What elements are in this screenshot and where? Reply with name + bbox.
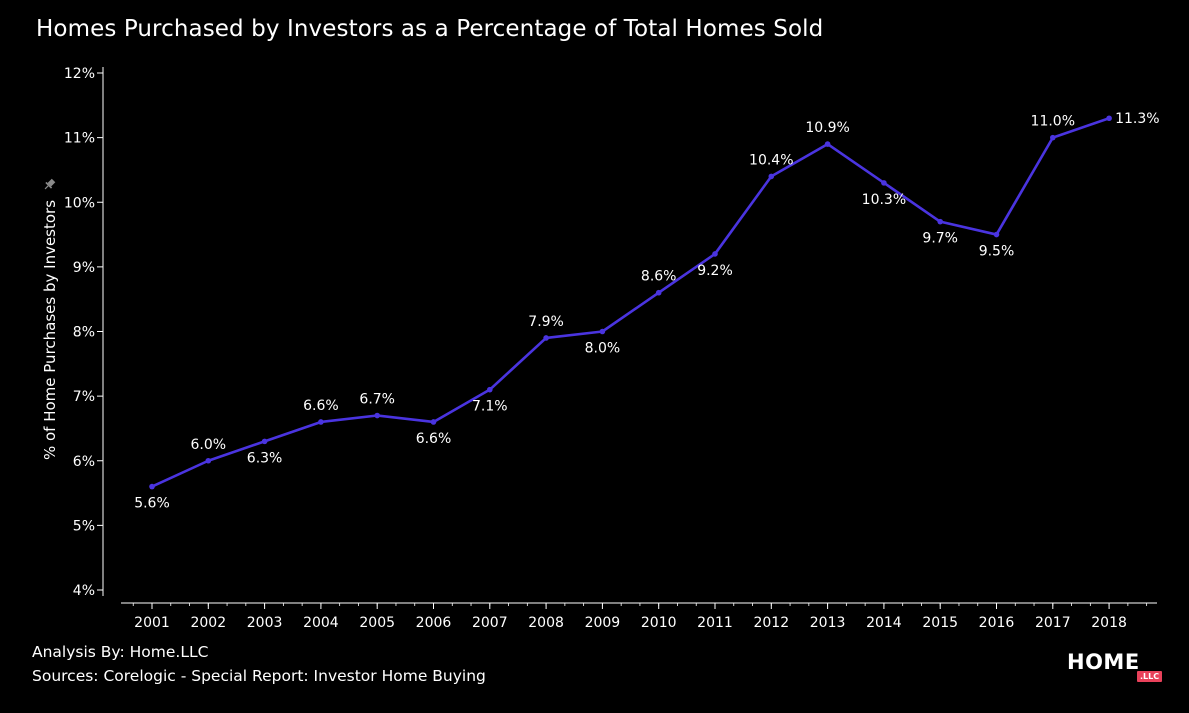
x-tick-label: 2007 bbox=[472, 615, 508, 631]
data-label: 7.9% bbox=[528, 314, 564, 330]
chart-title: Homes Purchased by Investors as a Percen… bbox=[36, 16, 824, 42]
data-label: 6.6% bbox=[416, 431, 452, 447]
data-label: 6.0% bbox=[191, 437, 227, 453]
x-tick-label: 2015 bbox=[922, 615, 958, 631]
x-tick-label: 2012 bbox=[753, 615, 789, 631]
data-point bbox=[824, 141, 831, 147]
series-line bbox=[151, 117, 1110, 488]
data-point bbox=[993, 231, 1000, 238]
data-label: 5.6% bbox=[134, 496, 170, 512]
y-tick-label: 7% bbox=[73, 389, 95, 405]
data-label: 6.3% bbox=[247, 450, 283, 466]
data-label: 10.3% bbox=[862, 192, 906, 208]
data-point bbox=[487, 386, 493, 393]
y-tick-label: 4% bbox=[73, 583, 95, 599]
x-tick-label: 2010 bbox=[641, 615, 677, 631]
x-tick-label: 2001 bbox=[134, 615, 170, 631]
chart-axes: 4% 5% 6% 7% 8% 9% 10% 11% 12% 2001 2002 2003 2004 200… bbox=[64, 66, 1157, 631]
x-tick-label: 2011 bbox=[697, 615, 733, 631]
y-tick-label: 8% bbox=[73, 325, 95, 341]
x-tick-label: 2004 bbox=[303, 615, 339, 631]
data-label: 9.7% bbox=[922, 231, 958, 247]
data-points-layer bbox=[149, 115, 1112, 490]
data-point bbox=[768, 173, 775, 180]
data-label: 8.0% bbox=[585, 341, 621, 357]
data-label: 10.4% bbox=[749, 152, 793, 168]
data-label: 8.6% bbox=[641, 269, 677, 285]
data-label: 7.1% bbox=[472, 399, 508, 415]
x-tick-label: 2003 bbox=[247, 615, 283, 631]
data-label: 9.2% bbox=[697, 263, 733, 279]
data-label: 11.3% bbox=[1115, 111, 1159, 127]
x-tick-label: 2002 bbox=[190, 615, 226, 631]
data-point bbox=[205, 457, 212, 464]
y-tick-label: 9% bbox=[73, 260, 95, 276]
data-point bbox=[881, 180, 887, 186]
brand-logo[interactable]: HOME .LLC bbox=[1067, 650, 1163, 690]
pin-icon bbox=[44, 178, 56, 190]
y-tick-label: 5% bbox=[73, 518, 95, 534]
data-label: 6.7% bbox=[359, 392, 395, 408]
data-point bbox=[149, 483, 155, 490]
data-point bbox=[430, 419, 437, 425]
data-point bbox=[937, 218, 943, 225]
data-point bbox=[655, 289, 662, 296]
y-axis-label: % of Home Purchases by Investors bbox=[41, 200, 59, 460]
data-label: 11.0% bbox=[1031, 114, 1075, 130]
brand-logo-name: HOME bbox=[1067, 650, 1140, 674]
data-point bbox=[318, 419, 324, 425]
y-tick-label: 10% bbox=[64, 195, 95, 211]
data-point bbox=[1050, 134, 1056, 141]
data-point bbox=[712, 251, 718, 257]
data-point bbox=[261, 438, 268, 445]
data-label: 6.6% bbox=[303, 398, 339, 414]
data-point bbox=[599, 328, 606, 335]
x-tick-label: 2009 bbox=[585, 615, 621, 631]
data-point bbox=[543, 335, 549, 341]
x-tick-label: 2008 bbox=[528, 615, 564, 631]
data-labels-layer: 5.6% 6.0% 6.3% 6.6% 6.7% 6.6% 7.1% 7.9% 8.0% 8.6%… bbox=[134, 111, 1159, 511]
x-tick-label: 2018 bbox=[1091, 615, 1127, 631]
data-point bbox=[374, 412, 381, 419]
data-point bbox=[1106, 115, 1112, 122]
footer-analysis-credit: Analysis By: Home.LLC bbox=[32, 643, 209, 661]
brand-logo-badge: .LLC bbox=[1137, 671, 1163, 682]
y-tick-label: 11% bbox=[64, 131, 95, 147]
y-tick-label: 12% bbox=[64, 66, 95, 82]
data-label: 10.9% bbox=[805, 120, 849, 136]
x-tick-label: 2014 bbox=[866, 615, 902, 631]
data-label: 9.5% bbox=[979, 244, 1015, 260]
x-tick-label: 2005 bbox=[359, 615, 395, 631]
x-tick-label: 2013 bbox=[810, 615, 846, 631]
x-tick-label: 2006 bbox=[416, 615, 452, 631]
footer-sources: Sources: Corelogic - Special Report: Inv… bbox=[32, 667, 486, 685]
series-line-layer bbox=[151, 117, 1110, 488]
x-tick-label: 2017 bbox=[1035, 615, 1071, 631]
x-tick-label: 2016 bbox=[979, 615, 1015, 631]
y-tick-label: 6% bbox=[73, 454, 95, 470]
